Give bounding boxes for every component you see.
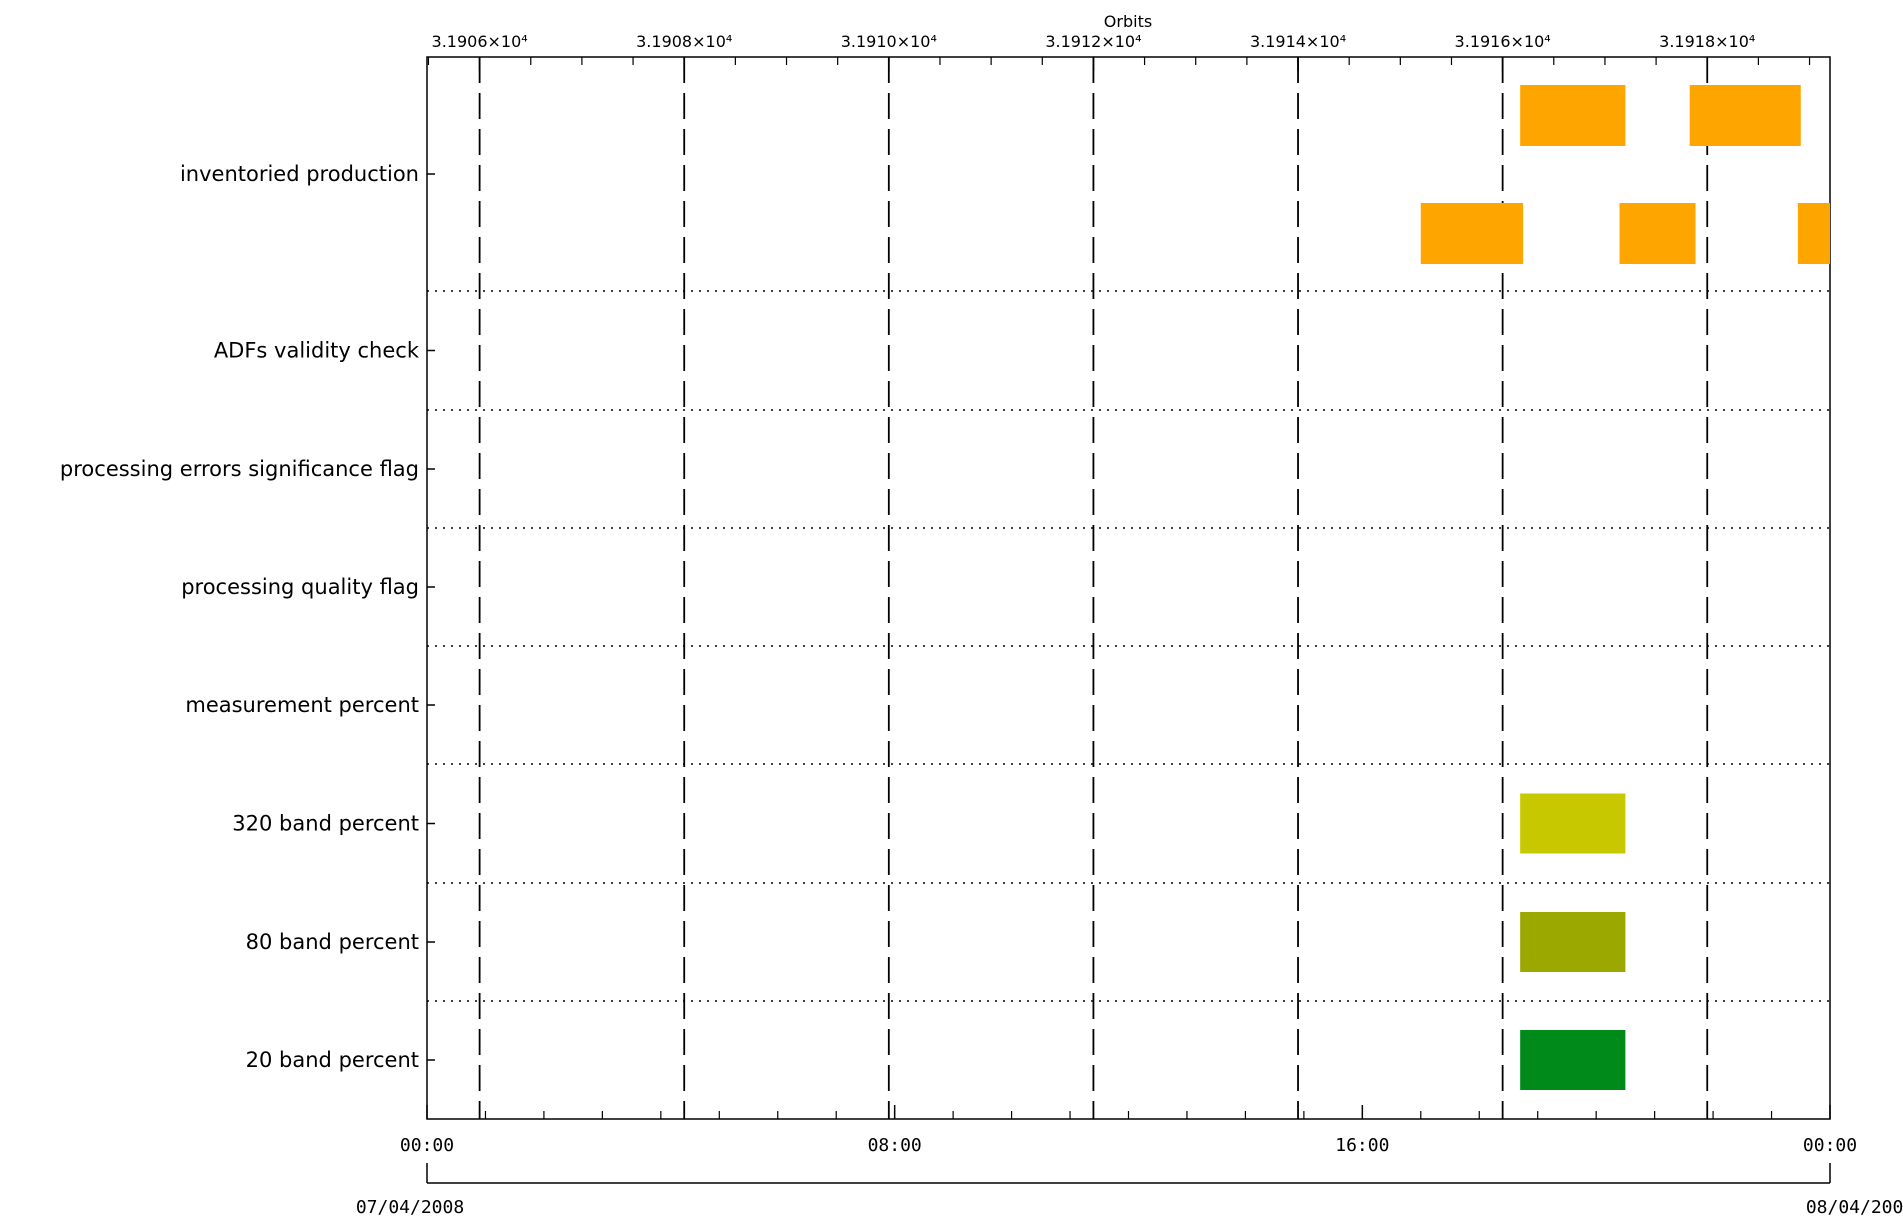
- gantt-bar: [1520, 793, 1626, 854]
- top-tick-label: 3.1910×10⁴: [841, 32, 937, 51]
- top-tick-label: 3.1918×10⁴: [1659, 32, 1755, 51]
- start-date-label: 07/04/2008: [356, 1197, 464, 1218]
- end-date-label: 08/04/2008: [1806, 1197, 1903, 1218]
- row-label: 20 band percent: [246, 1048, 419, 1072]
- gantt-bar: [1420, 203, 1524, 264]
- top-tick-label: 3.1912×10⁴: [1045, 32, 1141, 51]
- row-label: processing errors significance flag: [60, 457, 419, 481]
- row-label: ADFs validity check: [214, 339, 420, 363]
- row-label: 320 band percent: [232, 812, 419, 836]
- gantt-bar: [1797, 203, 1830, 264]
- top-tick-label: 3.1908×10⁴: [636, 32, 732, 51]
- top-axis-title: Orbits: [1104, 12, 1152, 31]
- bottom-tick-label: 16:00: [1335, 1135, 1389, 1156]
- row-label: measurement percent: [185, 693, 419, 717]
- bottom-tick-label: 00:00: [400, 1135, 454, 1156]
- row-label: 80 band percent: [246, 930, 419, 954]
- gantt-bar: [1520, 1030, 1626, 1090]
- row-label: processing quality flag: [181, 575, 419, 599]
- gantt-bar: [1520, 85, 1626, 146]
- top-tick-label: 3.1916×10⁴: [1455, 32, 1551, 51]
- top-tick-label: 3.1906×10⁴: [432, 32, 528, 51]
- top-tick-label: 3.1914×10⁴: [1250, 32, 1346, 51]
- bottom-tick-label: 08:00: [868, 1135, 922, 1156]
- bottom-tick-label: 00:00: [1803, 1135, 1857, 1156]
- gantt-bar: [1689, 85, 1801, 146]
- row-label: inventoried production: [180, 162, 419, 186]
- gantt-bar: [1619, 203, 1696, 264]
- gantt-bar: [1520, 912, 1626, 972]
